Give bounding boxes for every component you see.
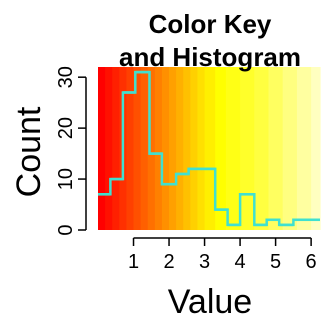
color-band-6 [140,67,149,230]
axes-layer: 0 10 20 30 1 2 3 4 5 6 [55,66,317,273]
color-band-5 [133,67,142,230]
color-band-1 [105,67,113,230]
color-key-bands [98,67,321,230]
color-band-8 [154,67,163,230]
color-band-16 [215,67,227,230]
color-band-17 [225,67,241,230]
color-band-7 [147,67,156,230]
x-axis-label: Value [168,283,252,321]
color-band-9 [161,67,170,230]
color-band-22 [296,67,312,230]
color-band-13 [190,67,199,230]
color-band-19 [254,67,270,230]
color-band-18 [240,67,255,230]
chart-title-line-2: and Histogram [119,42,301,72]
color-band-2 [112,67,120,230]
x-tick-label-2: 3 [199,251,210,273]
x-tick-label-1: 2 [163,251,174,273]
color-band-4 [126,67,135,230]
chart-title-line-1: Color Key [149,9,272,39]
color-band-23 [311,67,321,230]
y-axis-label: Count [10,106,48,197]
y-tick-label-1: 10 [55,168,77,190]
color-band-11 [176,67,184,230]
x-tick-label-4: 5 [270,251,281,273]
color-band-10 [169,67,177,230]
color-band-0 [98,67,106,230]
color-band-14 [197,67,206,230]
x-tick-label-5: 6 [306,251,317,273]
color-band-12 [183,67,191,230]
y-tick-label-2: 20 [55,117,77,139]
color-band-20 [268,67,284,230]
color-band-21 [282,67,298,230]
color-band-15 [204,67,216,230]
x-tick-label-3: 4 [235,251,246,273]
histogram-line-layer [98,70,320,227]
x-tick-label-0: 1 [128,251,139,273]
y-tick-label-0: 0 [55,224,77,235]
y-tick-label-3: 30 [55,66,77,88]
